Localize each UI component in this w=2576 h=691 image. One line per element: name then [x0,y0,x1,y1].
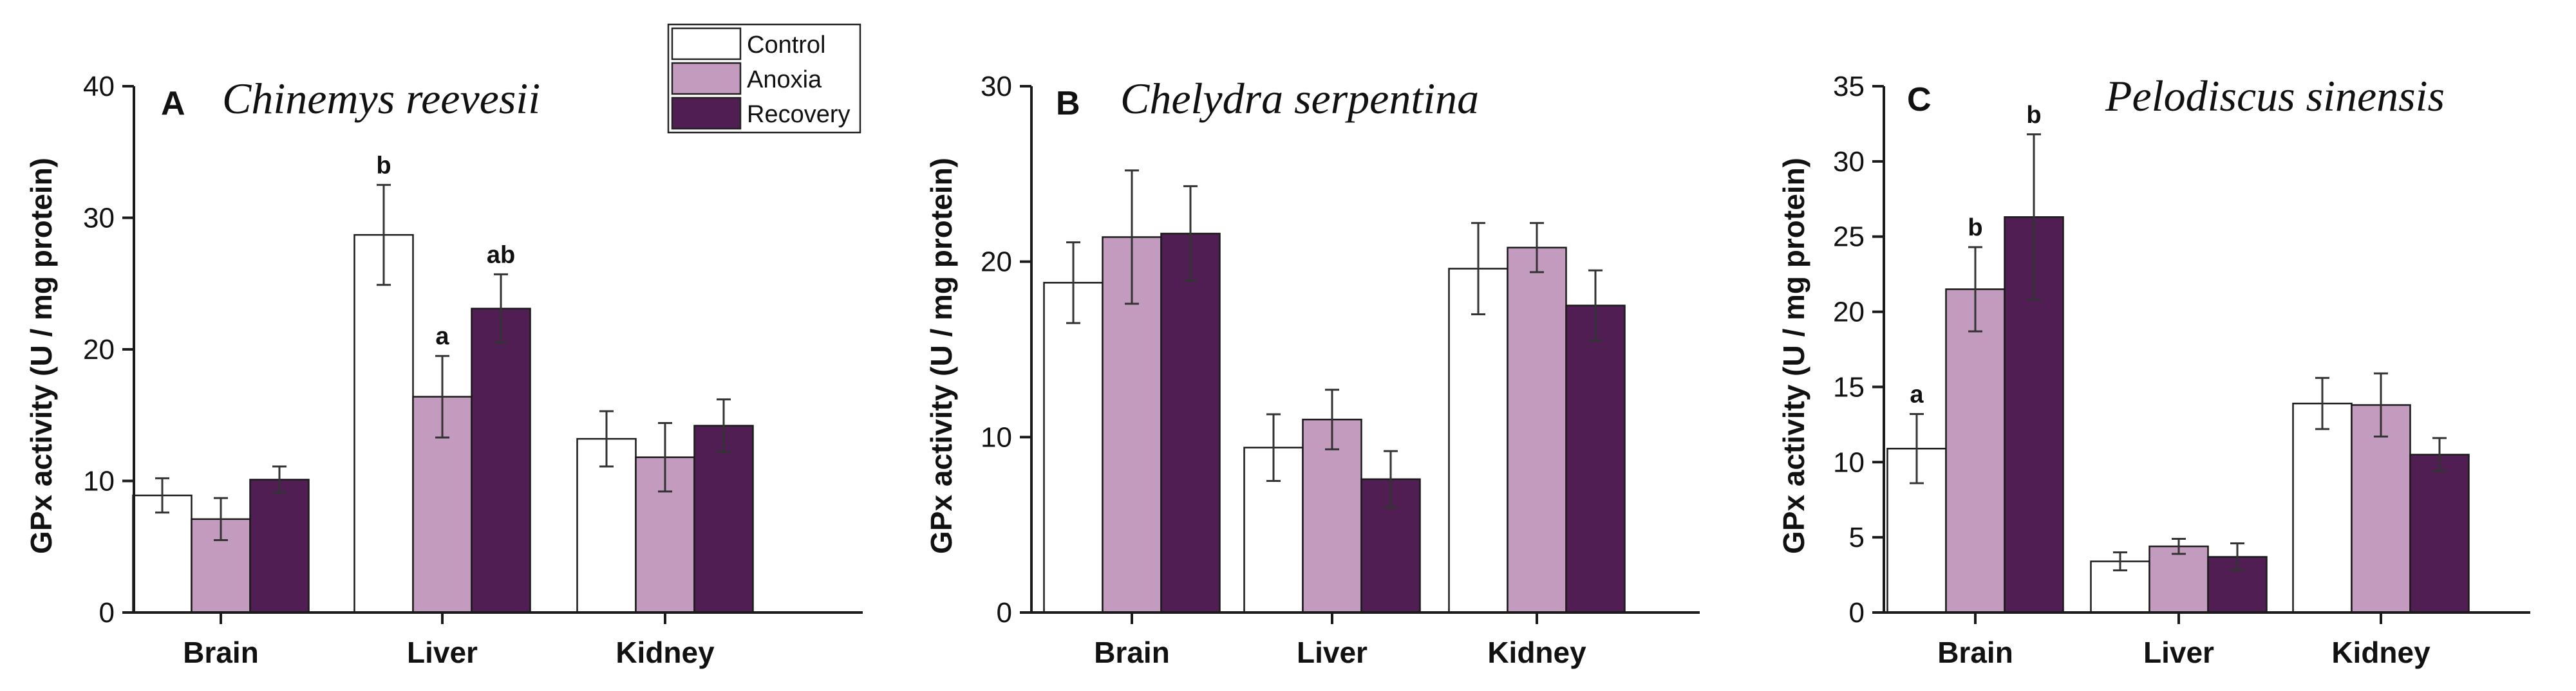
y-axis-title-a: GPx activity (U / mg protein) [24,158,58,554]
legend-swatch-recovery [671,97,742,130]
x-tick-label-b-liver: Liver [1297,636,1368,669]
error-bar-b-liver-anoxia [1325,389,1339,450]
chart-panel-b: Brain Liver Kidney 0 10 20 30 GPx activity (U /… [925,71,1700,669]
x-tick-label-a-liver: Liver [407,636,478,669]
error-bar-c-kidney-control [2315,376,2329,430]
x-tick-label-c-liver: Liver [2143,636,2214,669]
y-tick-label-c-30: 30 [1833,146,1865,178]
panel-title-b: Chelydra serpentina [1120,74,1479,123]
panel-title-c: Pelodiscus sinensis [2105,71,2445,120]
significance-label-c-brain-anoxia: b [1968,214,1982,241]
bar-c-kidney-control [2292,402,2353,614]
error-bar-c-kidney-anoxia [2374,372,2388,438]
x-tick-label-b-kidney: Kidney [1487,636,1586,669]
bar-a-kidney-control [576,438,637,614]
x-tick-label-b-brain: Brain [1094,636,1170,669]
panel-title-a: Chinemys reevesii [222,74,540,123]
error-bar-a-brain-anoxia [214,497,228,542]
bar-a-liver-control [353,234,414,614]
y-tick-label-a-40: 40 [83,71,115,102]
y-axis-title-b: GPx activity (U / mg protein) [925,158,958,554]
error-bar-b-kidney-anoxia [1530,222,1544,273]
bar-b-kidney-recovery [1565,304,1626,614]
error-bar-a-kidney-control [599,410,614,468]
legend-label-control: Control [747,32,826,59]
error-bar-b-kidney-control [1471,222,1485,315]
bar-b-brain-control [1043,282,1104,614]
x-tick-label-a-kidney: Kidney [616,636,715,669]
y-tick-label-b-10: 10 [981,421,1012,453]
bar-a-brain-control [132,494,193,614]
error-bar-c-liver-recovery [2230,542,2244,572]
error-bar-a-kidney-anoxia [658,422,672,493]
x-tick-label-c-kidney: Kidney [2331,636,2430,669]
x-tick-label-c-brain: Brain [1937,636,2013,669]
error-bar-a-brain-recovery [272,465,287,494]
error-bar-c-brain-control [1910,412,1924,484]
significance-label-c-brain-control: a [1910,381,1924,408]
panel-letter-a: A [161,85,185,122]
y-tick-label-c-0: 0 [1849,597,1865,629]
x-tick-label-a-brain: Brain [183,636,259,669]
y-tick-label-a-30: 30 [83,203,115,234]
bar-b-brain-recovery [1160,232,1221,614]
legend-entry-control: Control [671,27,826,60]
y-tick-label-a-20: 20 [83,334,115,365]
chart-panel-a: Brain b a ab Liver Kidney 0 10 20 30 40 GPx activit… [24,71,863,669]
y-axis-title-c: GPx activity (U / mg protein) [1777,158,1810,554]
legend-swatch-anoxia [671,62,742,95]
error-bar-c-brain-anoxia [1968,246,1982,333]
error-bar-a-kidney-recovery [717,398,731,454]
significance-label-a-liver-anoxia: a [435,323,449,350]
legend-entry-anoxia: Anoxia [671,62,822,95]
y-tick-label-c-20: 20 [1833,297,1865,328]
bar-c-liver-anoxia [2148,545,2209,614]
legend: Control Anoxia Recovery [667,23,861,134]
bar-c-brain-anoxia [1945,288,2006,614]
error-bar-a-liver-control [377,183,391,286]
legend-entry-recovery: Recovery [671,97,851,130]
y-tick-label-c-5: 5 [1849,522,1865,553]
y-tick-label-c-25: 25 [1833,221,1865,253]
error-bar-a-brain-control [155,477,169,514]
error-bar-c-kidney-recovery [2432,437,2447,472]
y-tick-label-a-10: 10 [83,466,115,497]
chart-panel-c: a b b Brain Liver Kidney 0 5 10 15 20 25 30 35 GPx act… [1777,71,2530,669]
panel-letter-c: C [1907,81,1932,118]
bar-a-liver-recovery [471,308,531,614]
legend-label-recovery: Recovery [747,101,851,128]
y-tick-label-c-35: 35 [1833,71,1865,102]
error-bar-b-brain-control [1066,241,1080,324]
error-bar-b-brain-recovery [1183,185,1198,282]
legend-label-anoxia: Anoxia [747,66,822,93]
bar-c-kidney-anoxia [2351,404,2411,614]
error-bar-b-liver-control [1266,413,1281,482]
y-tick-label-c-15: 15 [1833,371,1865,403]
significance-label-c-brain-recovery: b [2026,102,2041,129]
y-tick-label-b-0: 0 [997,597,1012,629]
error-bar-a-liver-anoxia [435,355,449,439]
significance-label-a-liver-recovery: ab [487,241,515,268]
significance-label-a-liver-control: b [376,152,391,179]
error-bar-c-brain-recovery [2027,133,2041,301]
error-bar-c-liver-control [2113,551,2127,572]
error-bar-b-liver-recovery [1384,450,1398,508]
error-bar-a-liver-recovery [494,273,508,344]
bar-b-kidney-control [1448,268,1509,614]
error-bar-b-brain-anoxia [1125,169,1139,305]
bar-b-kidney-anoxia [1507,246,1567,614]
y-tick-label-b-20: 20 [981,246,1012,278]
y-tick-label-b-30: 30 [981,71,1012,102]
y-tick-label-c-10: 10 [1833,447,1865,478]
bar-a-kidney-recovery [693,425,754,614]
legend-swatch-control [671,27,742,60]
panel-letter-b: B [1056,85,1080,122]
error-bar-c-liver-anoxia [2172,537,2186,555]
bar-a-brain-recovery [249,479,310,614]
bar-c-kidney-recovery [2409,454,2470,614]
error-bar-b-kidney-recovery [1588,269,1603,342]
y-tick-label-a-0: 0 [99,597,115,629]
